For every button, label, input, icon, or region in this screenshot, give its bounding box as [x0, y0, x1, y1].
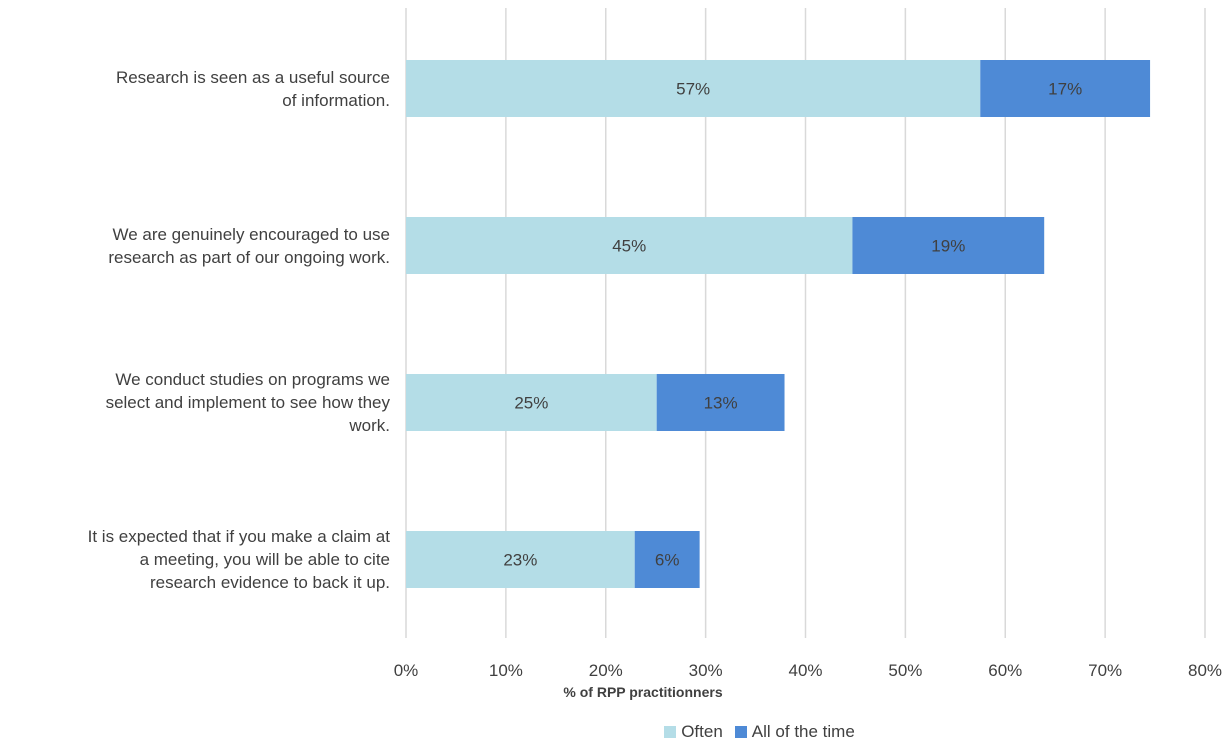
- data-label: 13%: [704, 394, 738, 413]
- bar-segment: [852, 217, 1045, 274]
- legend-swatch-all-of-the-time: [734, 726, 747, 738]
- category-label-line: Research is seen as a useful source: [115, 67, 390, 87]
- category-label: Research is seen as a useful source of in…: [0, 66, 390, 112]
- bar-segment: [634, 531, 700, 588]
- category-label-line: research as part of our ongoing work.: [108, 247, 390, 267]
- bar-segment: [406, 374, 657, 431]
- category-label: We are genuinely encouraged to use resear…: [0, 223, 390, 269]
- category-label-line: We are genuinely encouraged to use: [112, 224, 390, 244]
- legend-label-often: Often: [681, 722, 723, 741]
- category-label-line: It is expected that if you make a claim …: [87, 527, 390, 546]
- bar-segment: [406, 531, 635, 588]
- category-label-line: We conduct studies on programs we: [115, 370, 390, 389]
- bar-segment: [980, 60, 1151, 117]
- legend-item-all-of-the-time: All of the time: [734, 722, 855, 742]
- x-axis-ticks: 0% 10% 20% 30% 40% 50% 60% 70% 80%: [394, 661, 1222, 680]
- data-label: 23%: [503, 551, 537, 570]
- category-label-line: work.: [349, 416, 390, 435]
- bars: 57% 17% 45% 19% 25% 13% 23% 6%: [406, 60, 1151, 588]
- bar-segment: [656, 374, 785, 431]
- x-tick-label: 30%: [689, 661, 723, 680]
- x-tick-label: 60%: [988, 661, 1022, 680]
- category-label-line: a meeting, you will be able to cite: [139, 550, 390, 569]
- legend-item-often: Often: [374, 722, 723, 742]
- x-axis-title: % of RPP practitionners: [563, 684, 722, 700]
- category-label-line: of information.: [282, 90, 390, 110]
- legend-label-all-of-the-time: All of the time: [751, 722, 855, 741]
- data-label: 45%: [612, 237, 646, 256]
- data-label: 6%: [655, 551, 680, 570]
- data-label: 25%: [514, 394, 548, 413]
- x-tick-label: 80%: [1188, 661, 1222, 680]
- legend-swatch-often: [664, 726, 677, 738]
- category-label: We conduct studies on programs we select …: [0, 368, 390, 437]
- x-tick-label: 70%: [1088, 661, 1122, 680]
- bar-segment: [406, 217, 853, 274]
- x-tick-label: 0%: [394, 661, 419, 680]
- bar-segment: [406, 60, 981, 117]
- x-tick-label: 10%: [489, 661, 523, 680]
- data-label: 19%: [931, 237, 965, 256]
- category-label-line: select and implement to see how they: [105, 393, 390, 412]
- x-tick-label: 50%: [888, 661, 922, 680]
- data-label: 17%: [1048, 80, 1082, 99]
- x-tick-label: 40%: [788, 661, 822, 680]
- legend: Often All of the time: [0, 722, 1229, 742]
- category-label: It is expected that if you make a claim …: [0, 525, 390, 594]
- x-tick-label: 20%: [589, 661, 623, 680]
- data-label: 57%: [676, 80, 710, 99]
- category-label-line: research evidence to back it up.: [149, 573, 390, 592]
